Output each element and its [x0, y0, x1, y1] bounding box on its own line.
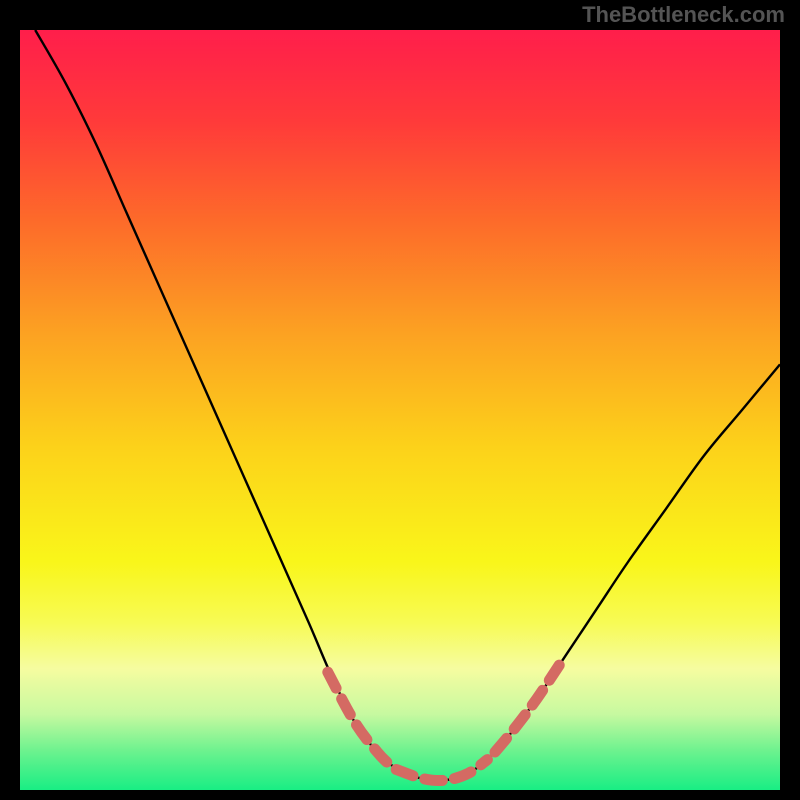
- watermark-text: TheBottleneck.com: [582, 2, 785, 27]
- chart-container: TheBottleneck.com: [0, 0, 800, 800]
- plot-background-gradient: [20, 30, 780, 790]
- bottleneck-curve-chart: TheBottleneck.com: [0, 0, 800, 800]
